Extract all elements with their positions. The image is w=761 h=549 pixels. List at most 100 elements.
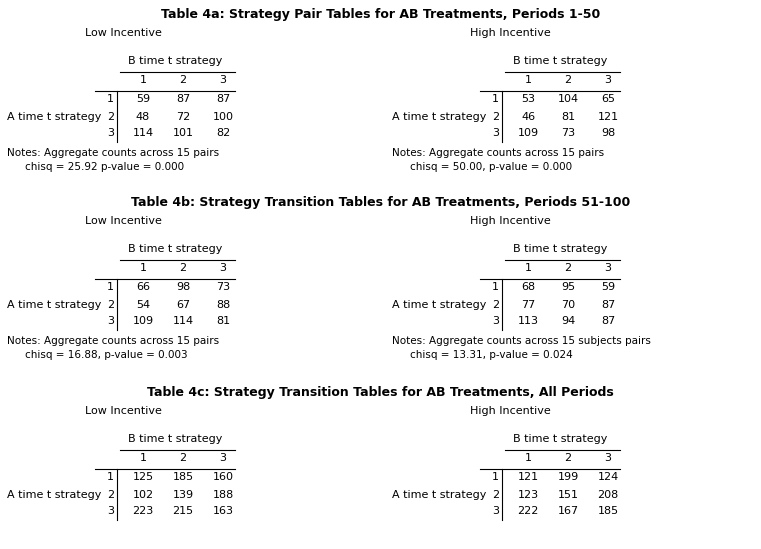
Text: 72: 72	[176, 111, 190, 121]
Text: 87: 87	[176, 94, 190, 104]
Text: 73: 73	[216, 283, 230, 293]
Text: 87: 87	[601, 317, 615, 327]
Text: 46: 46	[521, 111, 535, 121]
Text: chisq = 50.00, p-value = 0.000: chisq = 50.00, p-value = 0.000	[410, 162, 572, 172]
Text: 1: 1	[524, 263, 531, 273]
Text: 167: 167	[558, 507, 578, 517]
Text: 102: 102	[132, 490, 154, 500]
Text: B time t strategy: B time t strategy	[513, 56, 607, 66]
Text: 3: 3	[107, 317, 114, 327]
Text: 81: 81	[561, 111, 575, 121]
Text: 151: 151	[558, 490, 578, 500]
Text: 73: 73	[561, 128, 575, 138]
Text: A time t strategy: A time t strategy	[7, 300, 101, 310]
Text: Low Incentive: Low Incentive	[85, 406, 162, 416]
Text: A time t strategy: A time t strategy	[392, 111, 486, 121]
Text: 199: 199	[557, 473, 578, 483]
Text: 67: 67	[176, 300, 190, 310]
Text: 114: 114	[132, 128, 154, 138]
Text: B time t strategy: B time t strategy	[128, 56, 222, 66]
Text: 94: 94	[561, 317, 575, 327]
Text: 2: 2	[180, 453, 186, 463]
Text: 2: 2	[180, 75, 186, 85]
Text: 59: 59	[601, 283, 615, 293]
Text: 2: 2	[565, 263, 572, 273]
Text: 1: 1	[524, 75, 531, 85]
Text: 121: 121	[517, 473, 539, 483]
Text: 3: 3	[604, 263, 612, 273]
Text: A time t strategy: A time t strategy	[7, 490, 101, 500]
Text: 208: 208	[597, 490, 619, 500]
Text: chisq = 13.31, p-value = 0.024: chisq = 13.31, p-value = 0.024	[410, 350, 573, 360]
Text: 3: 3	[492, 507, 499, 517]
Text: 1: 1	[107, 473, 114, 483]
Text: 82: 82	[216, 128, 230, 138]
Text: 1: 1	[139, 453, 147, 463]
Text: 59: 59	[136, 94, 150, 104]
Text: High Incentive: High Incentive	[470, 216, 551, 226]
Text: 3: 3	[219, 263, 227, 273]
Text: 1: 1	[492, 94, 499, 104]
Text: 1: 1	[492, 283, 499, 293]
Text: 3: 3	[604, 75, 612, 85]
Text: 109: 109	[517, 128, 539, 138]
Text: chisq = 25.92 p-value = 0.000: chisq = 25.92 p-value = 0.000	[25, 162, 184, 172]
Text: 2: 2	[107, 490, 114, 500]
Text: High Incentive: High Incentive	[470, 28, 551, 38]
Text: 88: 88	[216, 300, 230, 310]
Text: 48: 48	[136, 111, 150, 121]
Text: Low Incentive: Low Incentive	[85, 28, 162, 38]
Text: 125: 125	[132, 473, 154, 483]
Text: A time t strategy: A time t strategy	[7, 111, 101, 121]
Text: 77: 77	[521, 300, 535, 310]
Text: 53: 53	[521, 94, 535, 104]
Text: B time t strategy: B time t strategy	[128, 244, 222, 254]
Text: 185: 185	[597, 507, 619, 517]
Text: 123: 123	[517, 490, 539, 500]
Text: 1: 1	[107, 283, 114, 293]
Text: Notes: Aggregate counts across 15 pairs: Notes: Aggregate counts across 15 pairs	[7, 336, 219, 346]
Text: A time t strategy: A time t strategy	[392, 490, 486, 500]
Text: 3: 3	[107, 128, 114, 138]
Text: 81: 81	[216, 317, 230, 327]
Text: 222: 222	[517, 507, 539, 517]
Text: 2: 2	[565, 453, 572, 463]
Text: 124: 124	[597, 473, 619, 483]
Text: 2: 2	[492, 490, 499, 500]
Text: 70: 70	[561, 300, 575, 310]
Text: 3: 3	[219, 453, 227, 463]
Text: 104: 104	[558, 94, 578, 104]
Text: Notes: Aggregate counts across 15 pairs: Notes: Aggregate counts across 15 pairs	[7, 148, 219, 158]
Text: 2: 2	[107, 300, 114, 310]
Text: 3: 3	[219, 75, 227, 85]
Text: 114: 114	[173, 317, 193, 327]
Text: Notes: Aggregate counts across 15 pairs: Notes: Aggregate counts across 15 pairs	[392, 148, 604, 158]
Text: 87: 87	[601, 300, 615, 310]
Text: High Incentive: High Incentive	[470, 406, 551, 416]
Text: 1: 1	[524, 453, 531, 463]
Text: B time t strategy: B time t strategy	[513, 244, 607, 254]
Text: 1: 1	[139, 263, 147, 273]
Text: 98: 98	[601, 128, 615, 138]
Text: 163: 163	[212, 507, 234, 517]
Text: 66: 66	[136, 283, 150, 293]
Text: 98: 98	[176, 283, 190, 293]
Text: B time t strategy: B time t strategy	[513, 434, 607, 444]
Text: 1: 1	[492, 473, 499, 483]
Text: Low Incentive: Low Incentive	[85, 216, 162, 226]
Text: chisq = 16.88, p-value = 0.003: chisq = 16.88, p-value = 0.003	[25, 350, 188, 360]
Text: 65: 65	[601, 94, 615, 104]
Text: Table 4a: Strategy Pair Tables for AB Treatments, Periods 1-50: Table 4a: Strategy Pair Tables for AB Tr…	[161, 8, 600, 21]
Text: 1: 1	[107, 94, 114, 104]
Text: 3: 3	[604, 453, 612, 463]
Text: 2: 2	[107, 111, 114, 121]
Text: 215: 215	[173, 507, 193, 517]
Text: 109: 109	[132, 317, 154, 327]
Text: 3: 3	[107, 507, 114, 517]
Text: 113: 113	[517, 317, 539, 327]
Text: 188: 188	[212, 490, 234, 500]
Text: Table 4b: Strategy Transition Tables for AB Treatments, Periods 51-100: Table 4b: Strategy Transition Tables for…	[131, 196, 630, 209]
Text: 185: 185	[173, 473, 193, 483]
Text: 100: 100	[212, 111, 234, 121]
Text: 68: 68	[521, 283, 535, 293]
